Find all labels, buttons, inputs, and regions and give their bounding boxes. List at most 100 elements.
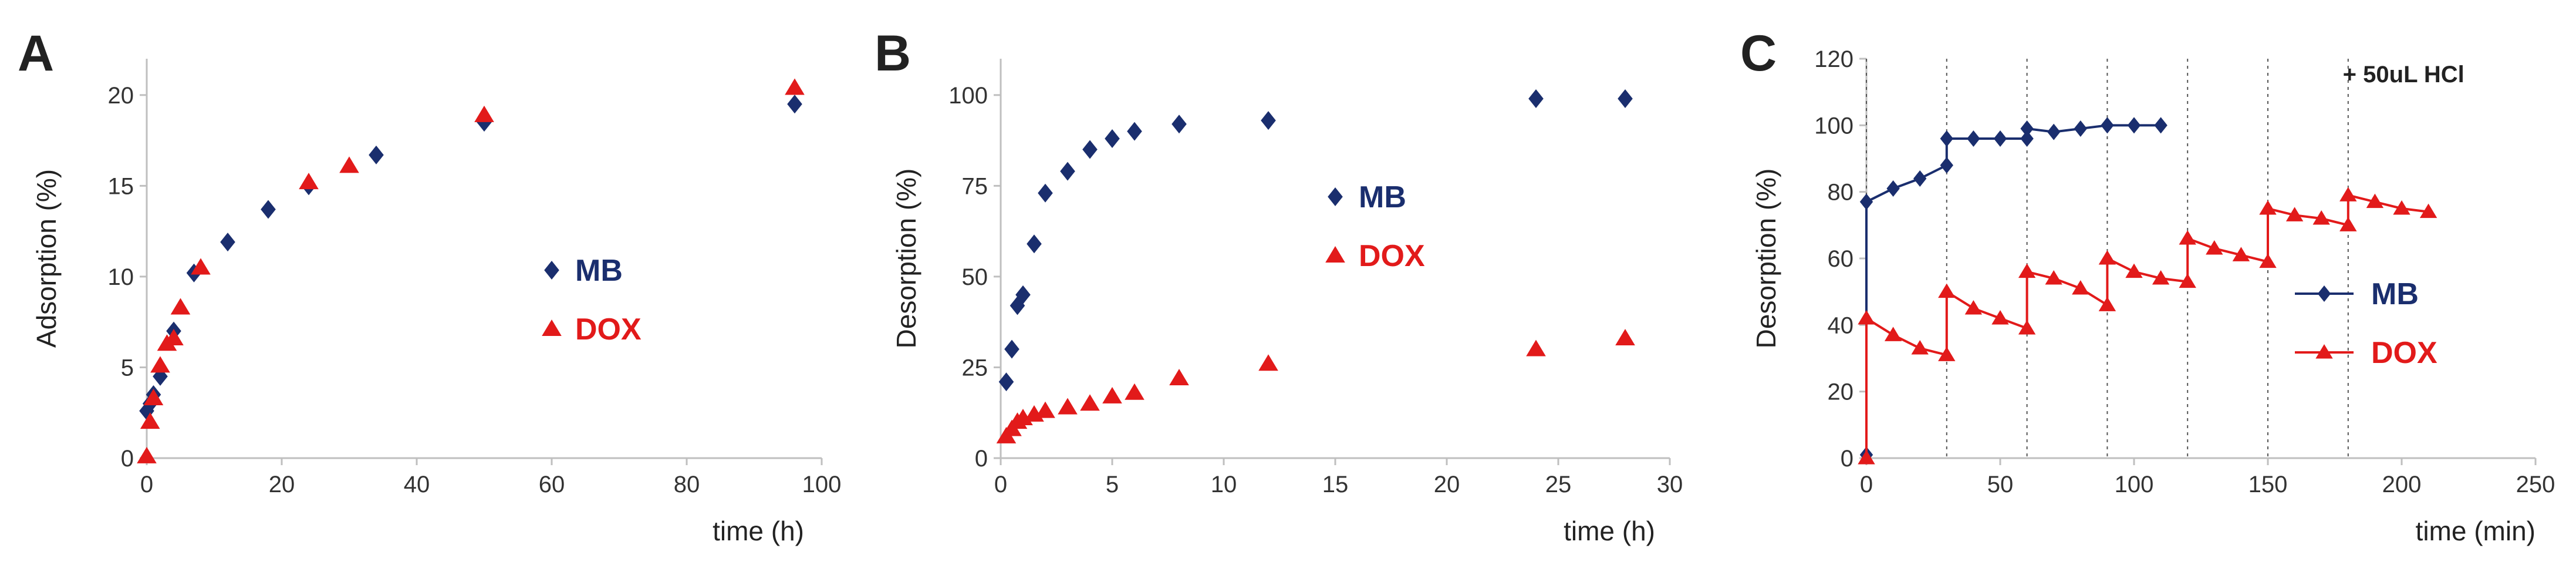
data-point-dox <box>1615 329 1635 345</box>
data-point-mb <box>1038 183 1053 203</box>
data-point-dox <box>2179 230 2196 245</box>
y-tick-label: 20 <box>108 83 134 109</box>
data-point-mb <box>1261 111 1276 130</box>
data-point-dox <box>1858 310 1875 325</box>
data-point-dox <box>2045 270 2062 285</box>
data-point-mb <box>787 95 802 114</box>
data-point-mb <box>1105 129 1120 148</box>
data-point-dox <box>140 412 160 429</box>
data-point-dox <box>2125 263 2143 278</box>
data-point-dox <box>474 105 494 122</box>
x-tick-label: 20 <box>269 472 295 497</box>
data-point-dox <box>1858 450 1875 465</box>
y-tick-label: 80 <box>1828 180 1854 206</box>
x-tick-label: 25 <box>1545 472 1572 497</box>
x-axis-title: time (h) <box>1564 516 1655 546</box>
x-tick-label: 200 <box>2382 472 2422 497</box>
legend-marker <box>2315 344 2333 359</box>
data-point-dox <box>1938 283 1956 298</box>
data-point-mb <box>2020 120 2034 137</box>
panel-letter: B <box>875 25 911 82</box>
panel-b: B 0 25 50 75 100 0 5 10 15 20 25 30 Desorption (%) tim… <box>875 25 1683 546</box>
series-line-dox <box>1865 193 2429 458</box>
data-point-dox <box>1102 386 1122 403</box>
data-point-mb <box>1528 89 1544 108</box>
x-tick-label: 0 <box>1860 472 1873 497</box>
y-tick-label: 0 <box>975 446 988 472</box>
legend-label: DOX <box>2371 336 2437 370</box>
legend-marker <box>542 320 562 336</box>
data-point-mb <box>1940 157 1953 174</box>
data-point-mb <box>369 145 384 164</box>
x-tick-label: 250 <box>2516 472 2555 497</box>
data-point-dox <box>191 258 211 275</box>
y-tick-label: 100 <box>1814 113 1853 139</box>
y-tick-label: 10 <box>108 264 134 290</box>
data-point-dox <box>2018 263 2036 278</box>
legend-label: DOX <box>1359 239 1425 273</box>
data-point-dox <box>1125 383 1144 400</box>
data-point-dox <box>1884 327 1902 341</box>
data-point-mb <box>1171 115 1187 134</box>
data-point-mb <box>1913 170 1927 187</box>
y-tick-label: 50 <box>962 264 988 290</box>
data-point-dox <box>1258 354 1278 371</box>
data-point-mb <box>1618 89 1633 108</box>
data-point-mb <box>1127 122 1142 141</box>
data-point-mb <box>2127 117 2141 134</box>
y-tick-label: 0 <box>121 446 134 472</box>
data-point-dox <box>2098 250 2116 265</box>
data-point-mb <box>1004 339 1019 359</box>
data-point-dox <box>2179 273 2196 288</box>
data-point-dox <box>1991 310 2009 325</box>
data-point-dox <box>2259 200 2277 215</box>
x-tick-label: 0 <box>994 472 1007 497</box>
y-tick-label: 40 <box>1828 312 1854 338</box>
legend-label: DOX <box>575 312 642 347</box>
y-tick-label: 75 <box>962 173 988 199</box>
data-point-dox <box>170 298 191 315</box>
data-point-dox <box>2098 297 2116 311</box>
data-point-dox <box>2259 253 2277 268</box>
data-point-dox <box>2419 203 2437 218</box>
x-tick-label: 20 <box>1434 472 1460 497</box>
series-line-mb <box>1865 124 2161 455</box>
legend-label: MB <box>575 254 623 288</box>
data-point-dox <box>2312 210 2330 225</box>
data-point-dox <box>150 356 170 373</box>
data-point-dox <box>1964 300 1983 315</box>
data-point-mb <box>1027 234 1042 254</box>
data-point-dox <box>2152 270 2170 285</box>
x-tick-label: 40 <box>404 472 430 497</box>
data-point-mb <box>220 233 235 252</box>
x-tick-label: 100 <box>2115 472 2154 497</box>
legend-marker <box>1325 246 1345 263</box>
x-axis-title: time (min) <box>2416 516 2536 546</box>
x-axis-title: time (h) <box>713 516 804 546</box>
legend-marker <box>2317 285 2331 302</box>
data-point-mb <box>1859 193 1873 210</box>
data-point-dox <box>2072 280 2089 295</box>
panel-a: A 0 5 10 15 20 0 20 40 60 80 100 Adsorption (%) time … <box>18 25 841 546</box>
x-tick-label: 50 <box>1987 472 2014 497</box>
legend-label: MB <box>1359 180 1406 214</box>
legend-label: MB <box>2371 277 2419 311</box>
data-point-dox <box>785 78 805 95</box>
data-point-dox <box>2232 247 2250 261</box>
x-tick-label: 5 <box>1106 472 1119 497</box>
data-point-dox <box>1080 394 1100 411</box>
data-point-mb <box>1015 285 1031 304</box>
data-point-mb <box>1967 130 1980 147</box>
data-point-mb <box>1993 130 2007 147</box>
data-point-mb <box>2020 130 2034 147</box>
data-point-dox <box>2339 217 2357 231</box>
data-point-dox <box>339 156 359 173</box>
legend-marker <box>544 261 559 280</box>
data-point-dox <box>2206 240 2223 255</box>
x-tick-label: 150 <box>2248 472 2288 497</box>
annotation-hcl: + 50uL HCl <box>2343 62 2464 88</box>
data-point-dox <box>2285 207 2304 221</box>
data-point-dox <box>1911 340 1929 355</box>
y-tick-label: 25 <box>962 355 988 381</box>
